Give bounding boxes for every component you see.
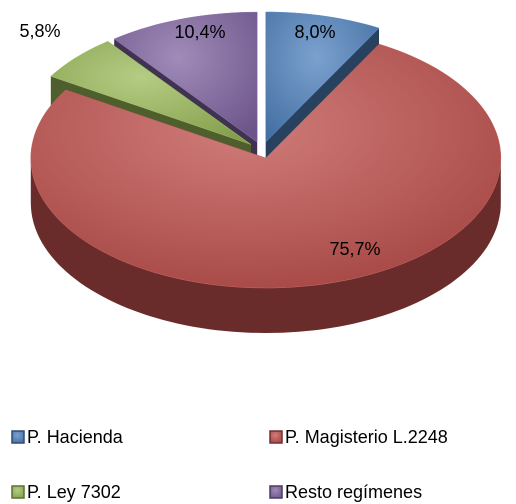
data-label: 75,7% xyxy=(329,239,380,259)
legend-label: Resto regímenes xyxy=(285,482,422,502)
legend-swatch xyxy=(11,430,25,444)
legend-label: P. Hacienda xyxy=(27,427,124,447)
legend-label: P. Ley 7302 xyxy=(27,482,121,502)
data-label: 10,4% xyxy=(174,22,225,42)
slice xyxy=(50,41,252,145)
data-label: 5,8% xyxy=(19,21,60,41)
legend-swatch xyxy=(269,430,283,444)
slice xyxy=(30,43,502,289)
slice xyxy=(113,11,258,143)
data-label: 8,0% xyxy=(294,22,335,42)
legend-label: P. Magisterio L.2248 xyxy=(285,427,448,447)
legend-swatch xyxy=(269,485,283,499)
slice xyxy=(265,11,380,143)
slice-side xyxy=(30,158,501,333)
legend-swatch xyxy=(11,485,25,499)
